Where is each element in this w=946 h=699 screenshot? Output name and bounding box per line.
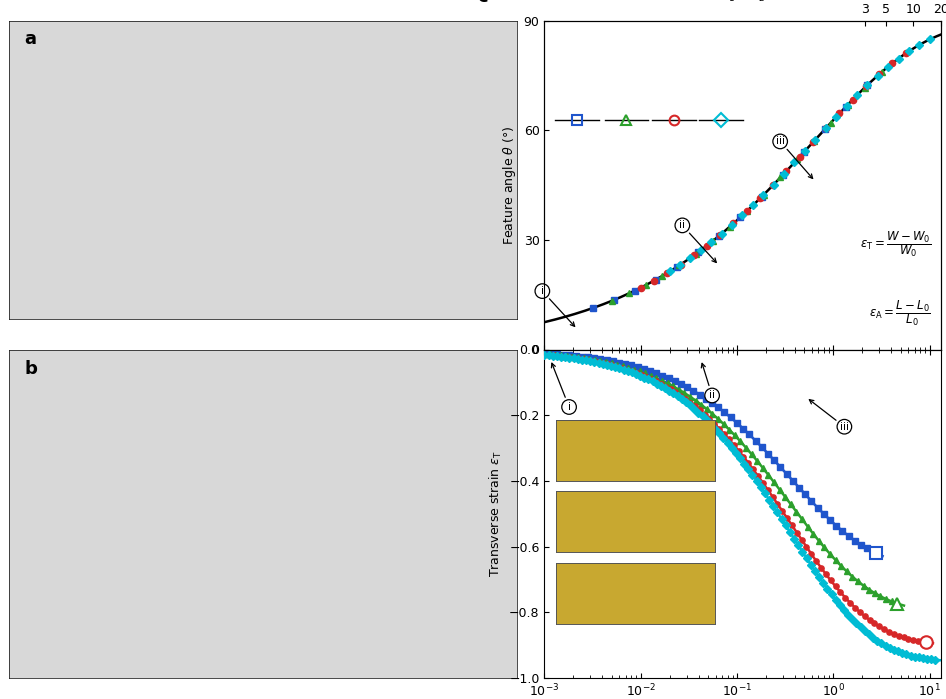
Text: i: i	[541, 286, 574, 326]
Text: iii: iii	[810, 400, 849, 432]
Text: iii: iii	[776, 136, 813, 178]
Text: $\varepsilon_{\rm A} = \dfrac{L-L_0}{L_0}$: $\varepsilon_{\rm A} = \dfrac{L-L_0}{L_0…	[869, 298, 932, 329]
Y-axis label: Feature angle $\theta$ (°): Feature angle $\theta$ (°)	[501, 126, 518, 245]
Text: c: c	[477, 0, 487, 6]
Y-axis label: Transverse strain $\varepsilon_{\rm T}$: Transverse strain $\varepsilon_{\rm T}$	[487, 450, 503, 577]
Text: $\varepsilon_{\rm T} = \dfrac{W-W_0}{W_0}$: $\varepsilon_{\rm T} = \dfrac{W-W_0}{W_0…	[860, 229, 932, 259]
Text: ii: ii	[679, 220, 716, 262]
Text: ii: ii	[701, 363, 715, 401]
X-axis label: $R_1 = R_2$: $R_1 = R_2$	[720, 0, 765, 4]
Text: a: a	[25, 30, 37, 48]
Text: i: i	[552, 363, 570, 412]
Text: b: b	[25, 360, 38, 378]
